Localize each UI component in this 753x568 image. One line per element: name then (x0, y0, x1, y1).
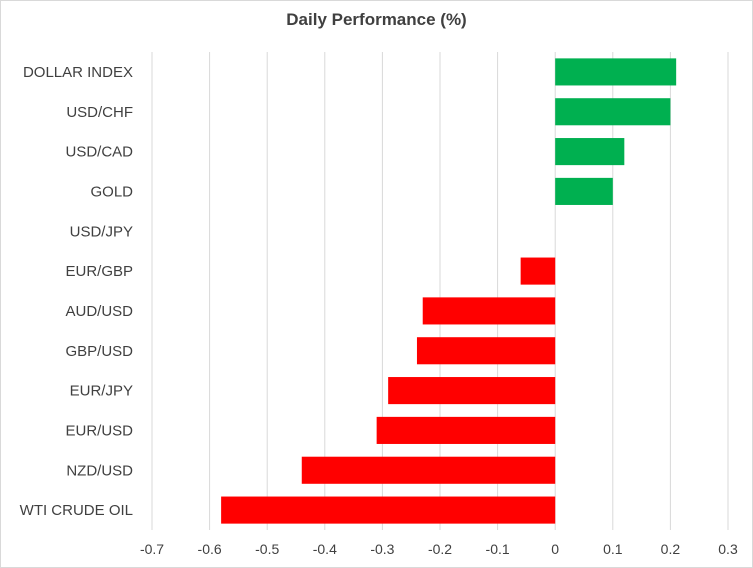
x-tick-label: -0.5 (255, 541, 279, 557)
x-tick-label: -0.1 (486, 541, 510, 557)
category-label: USD/JPY (70, 223, 133, 240)
category-label: WTI CRUDE OIL (20, 502, 133, 519)
chart-title: Daily Performance (%) (286, 10, 467, 29)
bar (555, 58, 677, 86)
category-label: GOLD (90, 183, 133, 200)
category-label: EUR/USD (65, 422, 133, 439)
bar (376, 416, 556, 444)
x-tick-label: -0.7 (140, 541, 164, 557)
x-tick-label: 0.3 (718, 541, 738, 557)
x-tick-label: -0.3 (370, 541, 394, 557)
bar (520, 257, 556, 285)
category-label: GBP/USD (65, 343, 133, 360)
category-label: EUR/GBP (65, 263, 133, 280)
bar (555, 177, 613, 205)
x-tick-label: -0.6 (198, 541, 222, 557)
bar (555, 98, 671, 126)
bar (416, 337, 556, 365)
x-tick-label: 0.2 (661, 541, 681, 557)
bar (422, 297, 556, 325)
category-label: NZD/USD (66, 462, 133, 479)
bar (301, 456, 556, 484)
x-tick-label: 0.1 (603, 541, 623, 557)
category-label: AUD/USD (65, 303, 133, 320)
bar (555, 138, 625, 166)
category-label: USD/CHF (66, 104, 133, 121)
category-label: USD/CAD (65, 144, 133, 161)
bar (221, 496, 556, 524)
category-label: DOLLAR INDEX (23, 64, 133, 81)
x-tick-label: -0.4 (313, 541, 337, 557)
x-tick-label: -0.2 (428, 541, 452, 557)
category-label: EUR/JPY (70, 383, 133, 400)
bar (388, 377, 556, 405)
x-tick-label: 0 (551, 541, 559, 557)
